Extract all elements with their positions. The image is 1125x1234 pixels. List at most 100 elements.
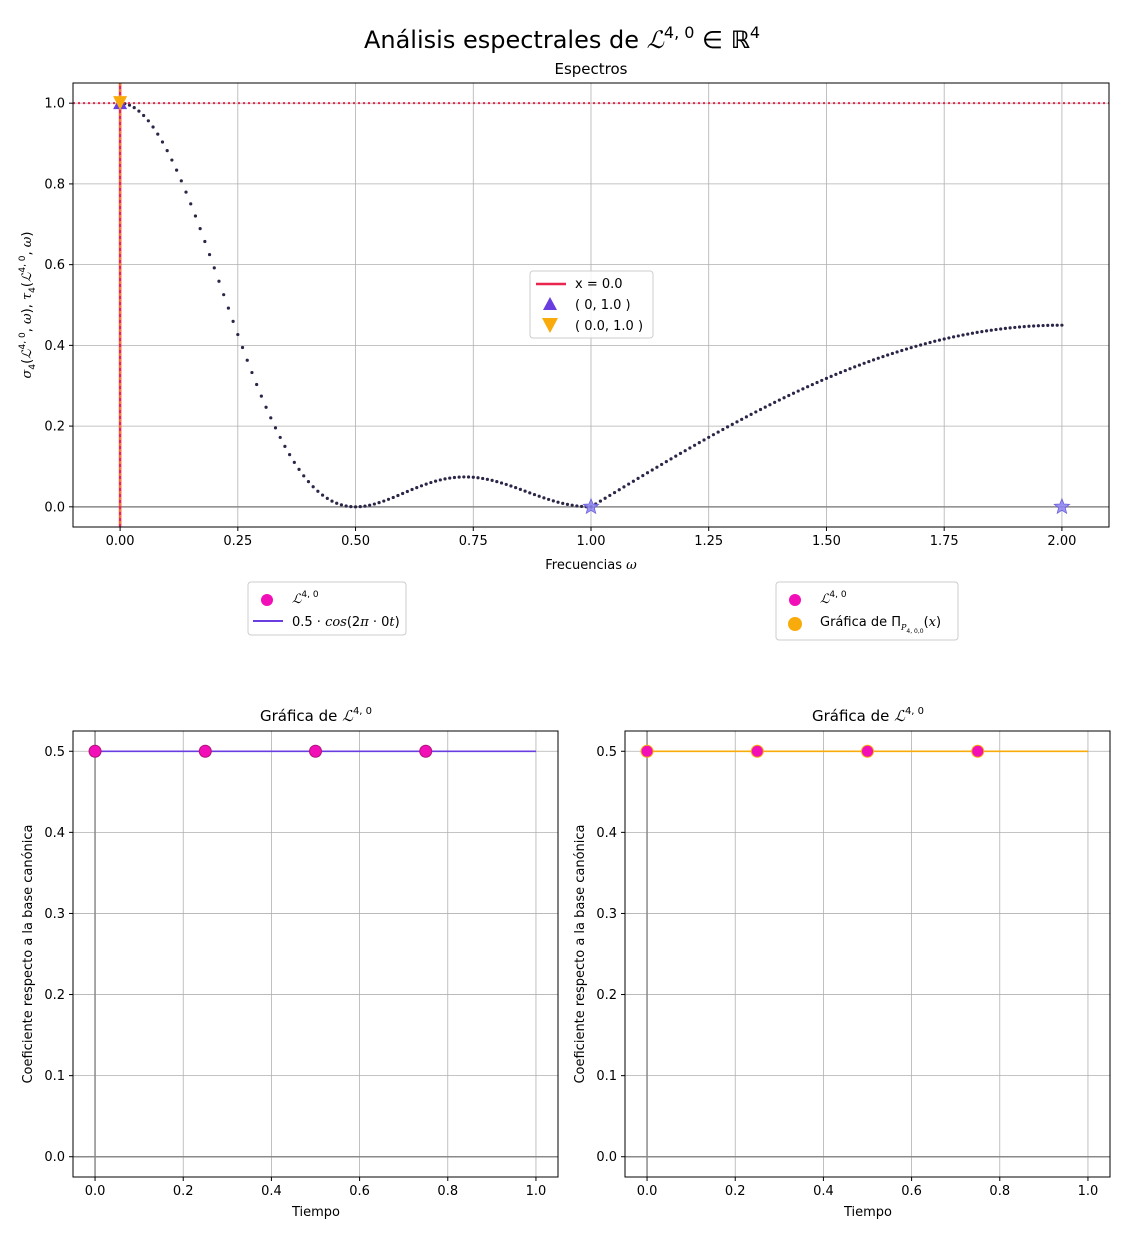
spectrum-curve-point xyxy=(175,168,179,172)
spectrum-curve-point xyxy=(942,337,946,341)
spectrum-curve-point xyxy=(999,327,1003,331)
spectrum-curve-point xyxy=(207,252,212,257)
spectrum-curve-point xyxy=(504,482,508,487)
spectrum-curve-point xyxy=(358,505,362,509)
spectrum-curve-point xyxy=(368,503,372,507)
right-time-ytick-label: 0.3 xyxy=(596,907,617,922)
spectrum-legend-box xyxy=(529,270,654,339)
spectrum-curve-point xyxy=(236,332,240,337)
spectrum-xtick-label: 0.50 xyxy=(341,534,370,549)
spectrum-curve-point xyxy=(801,387,805,391)
spectrum-curve-point xyxy=(137,109,141,113)
spectrum-curve-point xyxy=(448,476,452,480)
spectrum-curve-point xyxy=(1055,323,1059,327)
spectrum-curve-point xyxy=(561,501,565,505)
spectrum-curve-point xyxy=(481,476,485,481)
spectrum-curve-point xyxy=(344,504,348,508)
spectrum-curve-point xyxy=(636,476,640,481)
left-time-ytick-label: 0.5 xyxy=(44,745,65,760)
spectrum-curve-point xyxy=(495,479,499,484)
spectrum-curve-point xyxy=(250,370,254,375)
right-time-ticks: 0.0 0.2 0.4 0.6 0.8 1.0 0.0 0.1 0.2 0.3 0.4 0.5 xyxy=(596,745,1098,1199)
spectrum-curve-point xyxy=(466,475,471,479)
legend-left: ℒ4, 0 0.5 · cos(2π · 0t) xyxy=(247,581,407,636)
spectrum-curve-point xyxy=(316,489,320,493)
right-time-ytick-label: 0.1 xyxy=(596,1069,617,1084)
spectrum-curve-point xyxy=(151,125,155,129)
spectrum-curve-point xyxy=(405,489,409,494)
spectrum-curve-point xyxy=(160,140,165,144)
spectrum-curve-point xyxy=(382,499,386,503)
legend-left-line-label: 0.5 · cos(2π · 0t) xyxy=(292,615,400,630)
spectrum-curve-point xyxy=(556,500,560,504)
spectrum-curve-point xyxy=(1008,326,1012,330)
spectrum-curve-point xyxy=(1046,323,1050,327)
spectrum-curve-point xyxy=(335,501,339,505)
spectrum-curve-point xyxy=(824,376,829,380)
right-time-chart: Gráfica de ℒ4, 0 0.0 0.2 0.4 0.6 0.8 1.00.00.… xyxy=(573,706,1111,1220)
spectrum-curve-point xyxy=(612,490,617,495)
legend-right-box xyxy=(775,581,959,641)
spectrum-curve-point xyxy=(843,368,847,373)
legend-right-dot-icon xyxy=(789,594,801,606)
spectrum-curve-point xyxy=(735,420,739,424)
spectrum-curve-point xyxy=(871,358,876,362)
spectrum-curve-point xyxy=(716,430,720,434)
spectrum-curve-point xyxy=(353,505,358,509)
spectrum-curve-point xyxy=(867,359,871,364)
spectrum-curve-point xyxy=(598,499,603,503)
spectrum-curve-point xyxy=(947,336,951,340)
spectrum-curve-point xyxy=(217,279,221,283)
spectrum-curve-point xyxy=(401,491,405,496)
spectrum-curve-point xyxy=(937,338,942,342)
spectrum-curve-point xyxy=(683,449,687,453)
spectrum-xtick-label: 1.75 xyxy=(930,534,959,549)
spectrum-curve-point xyxy=(222,293,226,297)
spectrum-curve-point xyxy=(240,345,245,350)
spectrum-curve-point xyxy=(410,487,414,492)
spectrum-curve-point xyxy=(881,354,885,359)
legend-left-dot-label: ℒ4, 0 xyxy=(292,590,319,607)
spectrum-curve-point xyxy=(565,502,570,506)
spectrum-curve-point xyxy=(674,454,678,458)
left-time-ytick-label: 0.0 xyxy=(44,1150,65,1165)
spectrum-chart: Espectros 0.00 0.25 0.50 0.75 1.00 1.25 1.50 1.… xyxy=(18,60,1110,573)
spectrum-ytick-label: 0.2 xyxy=(44,420,65,435)
spectrum-curve-point xyxy=(1003,326,1008,330)
spectrum-curve-point xyxy=(980,330,984,334)
spectrum-curve-point xyxy=(490,478,494,482)
spectrum-curve-point xyxy=(725,425,730,429)
left-time-ytick-label: 0.2 xyxy=(44,988,65,1003)
right-time-xtick-label: 0.2 xyxy=(725,1184,746,1199)
spectrum-curve-point xyxy=(895,350,899,354)
spectrum-curve-point xyxy=(693,443,697,447)
right-time-xtick-label: 0.8 xyxy=(989,1184,1010,1199)
spectrum-curve-point xyxy=(834,372,838,377)
spectrum-curve-point xyxy=(853,365,857,369)
right-time-ytick-label: 0.2 xyxy=(596,988,617,1003)
right-time-title: Gráfica de ℒ4, 0 xyxy=(812,706,924,725)
spectrum-curve-point xyxy=(146,119,150,123)
spectrum-curve-point xyxy=(678,451,683,456)
left-time-frame xyxy=(72,730,559,1178)
legend-triangle-up-label: ( 0, 1.0 ) xyxy=(575,298,631,313)
spectrum-curve-point xyxy=(193,214,198,218)
spectrum-curve-point xyxy=(579,504,584,509)
spectrum-curve-point xyxy=(848,367,852,371)
spectrum-curve-point xyxy=(499,481,504,485)
spectrum-curve-point xyxy=(815,380,819,385)
spectrum-curve-point xyxy=(288,453,292,457)
spectrum-curve-point xyxy=(989,328,993,332)
spectrum-curve-point xyxy=(773,400,777,404)
spectrum-curve-point xyxy=(975,330,979,334)
spectrum-curve-point xyxy=(231,319,235,323)
right-time-xtick-label: 0.0 xyxy=(637,1184,658,1199)
spectrum-curve-point xyxy=(782,396,786,400)
spectrum-curve-point xyxy=(707,435,711,439)
spectrum-curve-point xyxy=(575,504,579,508)
spectrum-curve-point xyxy=(829,374,833,378)
spectrum-curve-point xyxy=(641,473,645,478)
spectrum-curve-point xyxy=(608,493,612,498)
spectrum-curve-point xyxy=(278,435,282,440)
right-time-ytick-label: 0.4 xyxy=(596,826,617,841)
